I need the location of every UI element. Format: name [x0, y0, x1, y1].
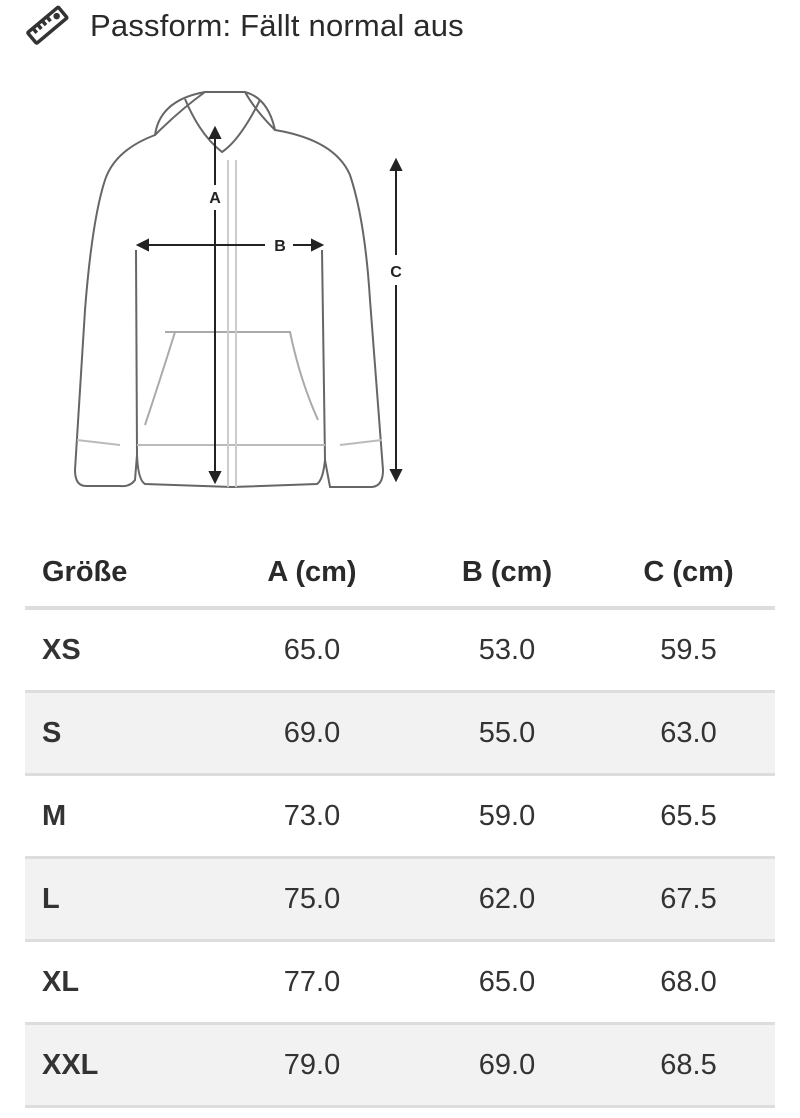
label-a: A [209, 190, 221, 207]
c-cell: 67.5 [602, 857, 775, 942]
table-header-row: Größe A (cm) B (cm) C (cm) [25, 538, 775, 610]
header-size: Größe [25, 538, 212, 610]
size-cell: M [25, 774, 212, 859]
table-row: M 73.0 59.0 65.5 [25, 774, 775, 859]
hoodie-size-diagram: A B C [73, 91, 403, 489]
table-row: L 75.0 62.0 67.5 [25, 857, 775, 942]
b-cell: 59.0 [412, 774, 602, 859]
table-row: S 69.0 55.0 63.0 [25, 691, 775, 776]
measurement-arrows [135, 125, 403, 485]
size-table: Größe A (cm) B (cm) C (cm) XS 65.0 53.0 … [25, 538, 775, 1108]
header-b: B (cm) [412, 538, 602, 610]
ruler-icon [26, 5, 69, 45]
size-cell: XS [25, 608, 212, 693]
c-cell: 68.0 [602, 940, 775, 1025]
table-row: XS 65.0 53.0 59.5 [25, 608, 775, 693]
c-cell: 68.5 [602, 1023, 775, 1108]
c-cell: 59.5 [602, 608, 775, 693]
a-cell: 77.0 [212, 940, 412, 1025]
header-c: C (cm) [602, 538, 775, 610]
c-cell: 63.0 [602, 691, 775, 776]
header-a: A (cm) [212, 538, 412, 610]
a-cell: 65.0 [212, 608, 412, 693]
table-row: XL 77.0 65.0 68.0 [25, 940, 775, 1025]
fit-label: Passform: Fällt normal aus [90, 8, 464, 43]
b-cell: 53.0 [412, 608, 602, 693]
label-b: B [274, 238, 286, 255]
b-cell: 65.0 [412, 940, 602, 1025]
size-cell: XL [25, 940, 212, 1025]
a-cell: 73.0 [212, 774, 412, 859]
b-cell: 55.0 [412, 691, 602, 776]
size-cell: S [25, 691, 212, 776]
a-cell: 69.0 [212, 691, 412, 776]
c-cell: 65.5 [602, 774, 775, 859]
a-cell: 79.0 [212, 1023, 412, 1108]
hoodie-outline [73, 91, 385, 489]
size-cell: L [25, 857, 212, 942]
size-cell: XXL [25, 1023, 212, 1108]
a-cell: 75.0 [212, 857, 412, 942]
b-cell: 62.0 [412, 857, 602, 942]
b-cell: 69.0 [412, 1023, 602, 1108]
fit-info: Passform: Fällt normal aus [24, 4, 464, 48]
label-c: C [390, 264, 402, 281]
table-row: XXL 79.0 69.0 68.5 [25, 1023, 775, 1108]
